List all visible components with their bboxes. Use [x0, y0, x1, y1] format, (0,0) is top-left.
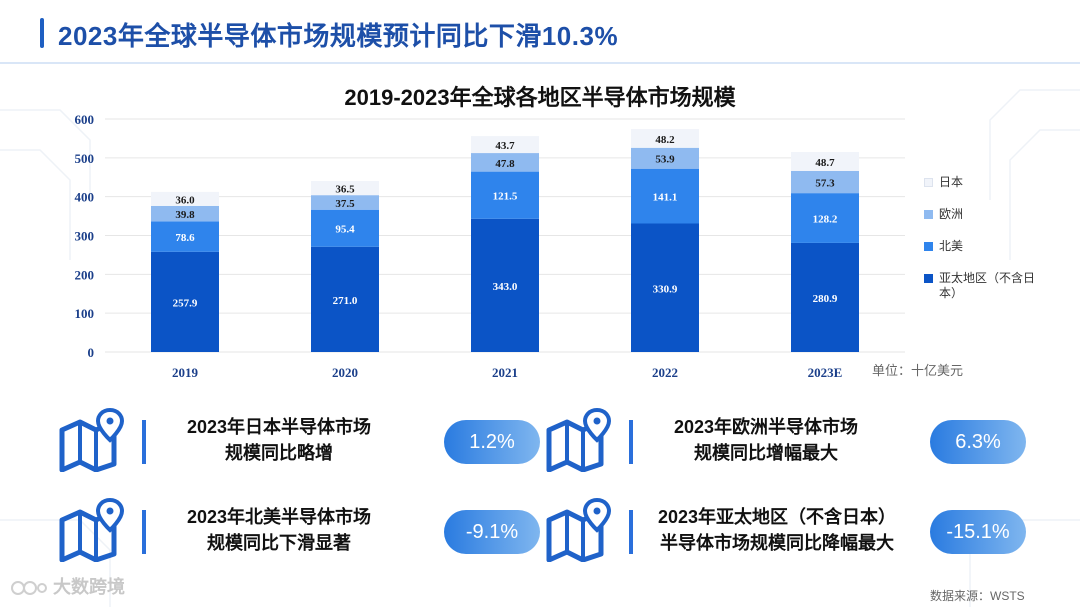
bar-segment [151, 205, 219, 222]
highlight-value-badge: 1.2% [444, 420, 540, 464]
data-label: 43.7 [495, 140, 515, 152]
data-label: 48.2 [655, 134, 675, 146]
legend-swatch [924, 274, 933, 283]
highlight-text: 2023年亚太地区（不含日本） 半导体市场规模同比降幅最大 [637, 504, 917, 556]
bar-segment [631, 223, 699, 352]
bar-segment [311, 246, 379, 352]
highlight-value-badge: -15.1% [930, 510, 1026, 554]
highlight-value-badge: 6.3% [930, 420, 1026, 464]
data-label: 257.9 [173, 297, 198, 309]
y-tick-label: 100 [75, 306, 95, 321]
bar-segment [791, 242, 859, 352]
data-label: 57.3 [815, 178, 835, 190]
bar-segment [631, 168, 699, 224]
data-label: 330.9 [653, 283, 678, 295]
data-label: 95.4 [335, 224, 355, 236]
highlight-text: 2023年欧洲半导体市场 规模同比增幅最大 [641, 414, 891, 466]
legend-swatch [924, 178, 933, 187]
bar-segment [471, 171, 539, 219]
data-label: 47.8 [495, 158, 515, 170]
data-label: 53.9 [655, 154, 675, 166]
highlight-text: 2023年日本半导体市场 规模同比略增 [154, 414, 404, 466]
data-label: 128.2 [813, 214, 838, 226]
data-label: 36.5 [335, 184, 355, 196]
y-tick-label: 300 [75, 229, 95, 244]
x-tick-label: 2021 [492, 365, 518, 380]
map-pin-icon [546, 498, 612, 562]
data-label: 343.0 [493, 281, 518, 293]
bar-segment [151, 221, 219, 252]
map-pin-icon [59, 498, 125, 562]
data-label: 271.0 [333, 295, 358, 307]
page-header: 2023年全球半导体市场规模预计同比下滑10.3% [0, 0, 1080, 64]
map-pin-icon [546, 408, 612, 472]
bar-segment [151, 251, 219, 352]
highlight-text-line1: 2023年亚太地区（不含日本） [657, 507, 897, 527]
data-label: 280.9 [813, 293, 838, 305]
bar-segment [471, 136, 539, 154]
y-tick-label: 200 [75, 267, 95, 282]
highlight-text: 2023年北美半导体市场 规模同比下滑显著 [154, 504, 404, 556]
highlight-text-line1: 2023年北美半导体市场 [186, 507, 372, 527]
bar-segment [631, 147, 699, 169]
legend-swatch [924, 242, 933, 251]
chart-title: 2019-2023年全球各地区半导体市场规模 [344, 85, 736, 110]
highlight-card-north-america: 2023年北美半导体市场 规模同比下滑显著 -9.1% [58, 498, 540, 562]
bar-segment [151, 191, 219, 206]
logo-icon [11, 581, 47, 596]
data-source: 数据来源：WSTS [930, 589, 1025, 603]
legend-label: 欧洲 [939, 207, 964, 221]
watermark-logo: 大数跨境 [10, 573, 125, 599]
bar-segment [791, 170, 859, 194]
y-tick-label: 400 [75, 190, 95, 205]
data-label: 36.0 [175, 194, 195, 206]
bar-segment [471, 153, 539, 172]
title-accent-bar [40, 18, 44, 48]
map-pin-icon [59, 408, 125, 472]
y-tick-label: 500 [75, 151, 95, 166]
legend-label: 北美 [939, 239, 964, 253]
card-divider [142, 420, 146, 464]
highlight-value-badge: -9.1% [444, 510, 540, 554]
card-divider [629, 510, 633, 554]
highlight-text-line2: 规模同比略增 [225, 443, 333, 463]
x-tick-label: 2020 [332, 365, 358, 380]
bar-segment [631, 129, 699, 148]
data-label: 141.1 [653, 192, 678, 204]
data-label: 48.7 [815, 157, 835, 169]
bar-segment [311, 180, 379, 196]
data-label: 37.5 [335, 198, 355, 210]
x-tick-label: 2019 [172, 365, 199, 380]
y-tick-label: 0 [88, 345, 95, 360]
data-label: 121.5 [493, 191, 518, 203]
chart-unit-label: 单位：十亿美元 [872, 363, 964, 378]
watermark-text: 大数跨境 [53, 577, 126, 597]
header-divider [0, 62, 1080, 64]
x-tick-label: 2023E [808, 365, 843, 380]
highlight-card-apac: 2023年亚太地区（不含日本） 半导体市场规模同比降幅最大 -15.1% [545, 498, 1026, 562]
data-label: 78.6 [175, 232, 195, 244]
highlight-text-line2: 规模同比下滑显著 [207, 533, 351, 553]
legend-label: 日本 [939, 175, 964, 189]
highlight-text-line2: 半导体市场规模同比降幅最大 [660, 533, 894, 553]
highlight-card-japan: 2023年日本半导体市场 规模同比略增 1.2% [58, 408, 540, 472]
bar-segment [311, 209, 379, 247]
card-divider [629, 420, 633, 464]
legend-label: 亚太地区（不含日本） [939, 271, 1036, 300]
highlight-card-europe: 2023年欧洲半导体市场 规模同比增幅最大 6.3% [545, 408, 1026, 472]
bar-segment [311, 195, 379, 210]
legend-swatch [924, 210, 933, 219]
x-tick-label: 2022 [652, 365, 678, 380]
bar-segment [791, 193, 859, 243]
highlight-text-line2: 规模同比增幅最大 [694, 443, 838, 463]
stacked-bar-chart: 0 100 200 300 400 500 600 257.9 78.6 39.8 36.0 2019… [75, 112, 905, 380]
data-label: 39.8 [175, 209, 195, 221]
card-divider [142, 510, 146, 554]
highlight-text-line1: 2023年欧洲半导体市场 [673, 417, 859, 437]
page-title: 2023年全球半导体市场规模预计同比下滑10.3% [58, 21, 619, 51]
highlight-text-line1: 2023年日本半导体市场 [186, 417, 372, 437]
bar-segment [471, 218, 539, 352]
y-tick-label: 600 [75, 112, 95, 127]
bar-segment [791, 151, 859, 171]
